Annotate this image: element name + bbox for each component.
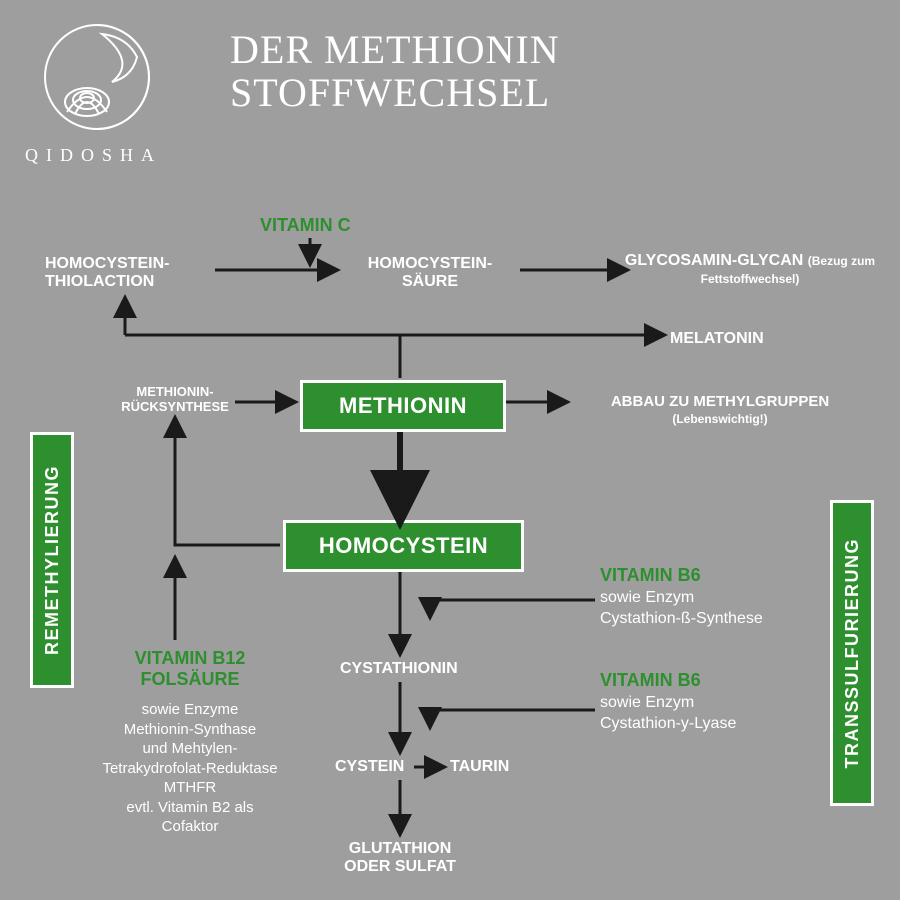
title-line2: STOFFWECHSEL	[230, 70, 550, 115]
box-transsulfurierung: TRANSSULFURIERUNG	[830, 500, 874, 806]
node-methionin-ruecksynthese: METHIONIN- RÜCKSYNTHESE	[95, 385, 255, 415]
title-line1: DER METHIONIN	[230, 27, 560, 72]
box-homocystein: HOMOCYSTEIN	[283, 520, 524, 572]
node-glutathion: GLUTATHION ODER SULFAT	[310, 840, 490, 877]
node-taurin: TAURIN	[450, 758, 509, 776]
node-glycosamin: GLYCOSAMIN-GLYCAN (Bezug zum Fettstoffwe…	[615, 252, 885, 289]
node-homocystein-thiolaction: HOMOCYSTEIN- THIOLACTION	[45, 255, 235, 292]
node-melatonin: MELATONIN	[670, 330, 764, 348]
box-methionin: METHIONIN	[300, 380, 506, 432]
node-vitamin-b12-sub: sowie Enzyme Methionin-Synthase und Meht…	[70, 700, 310, 837]
node-cystathionin: CYSTATHIONIN	[340, 660, 458, 678]
node-vitamin-b12: VITAMIN B12 FOLSÄURE	[70, 648, 310, 689]
brand-name: QIDOSHA	[25, 145, 162, 166]
node-vitamin-b6-top: VITAMIN B6 sowie Enzym Cystathion-ß-Synt…	[600, 565, 830, 628]
node-vitamin-c: VITAMIN C	[260, 215, 351, 236]
brand-logo	[42, 22, 152, 132]
node-cystein: CYSTEIN	[335, 758, 404, 776]
node-homocystein-saeure: HOMOCYSTEIN- SÄURE	[340, 255, 520, 292]
node-vitamin-b6-bottom: VITAMIN B6 sowie Enzym Cystathion-y-Lyas…	[600, 670, 830, 733]
node-abbau: ABBAU ZU METHYLGRUPPEN (Lebenswichtig!)	[570, 393, 870, 428]
box-remethylierung: REMETHYLIERUNG	[30, 432, 74, 688]
page-title: DER METHIONIN STOFFWECHSEL	[230, 28, 560, 114]
